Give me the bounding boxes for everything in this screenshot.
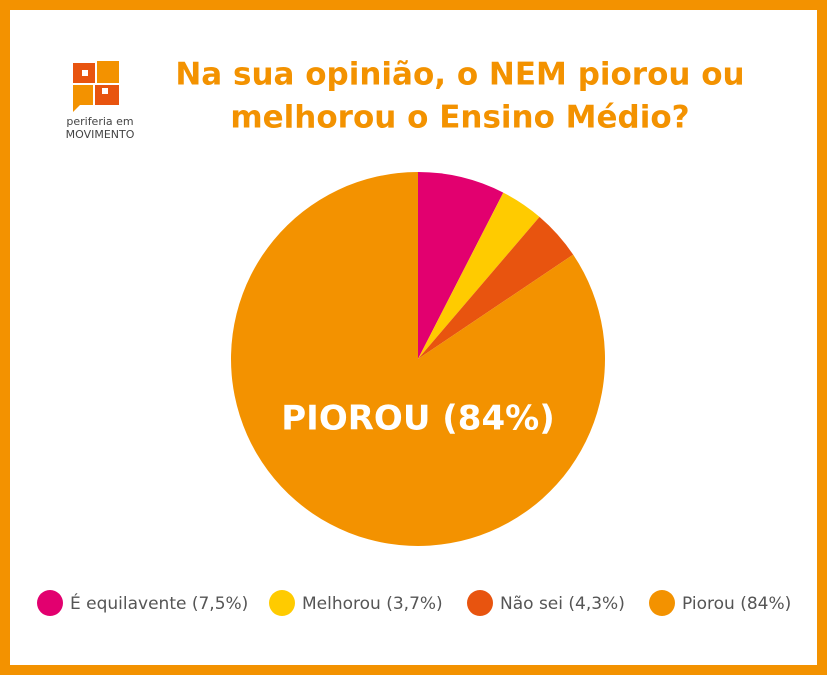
logo-text: periferia em: [66, 115, 133, 128]
legend-swatch: [269, 590, 295, 616]
logo-text: MOVIMENTO: [66, 128, 135, 141]
legend-label: Melhorou (3,7%): [302, 594, 443, 614]
legend-swatch: [37, 590, 63, 616]
legend-label: Piorou (84%): [682, 594, 791, 614]
legend: É equilavente (7,5%) Melhorou (3,7%) Não s…: [37, 590, 791, 616]
slice-label: PIOROU (84%): [281, 399, 554, 439]
pie-slice: [418, 216, 574, 359]
pie-slice: [231, 172, 605, 546]
chart-title: Na sua opinião, o NEM piorou ou: [175, 57, 744, 93]
legend-swatch: [649, 590, 675, 616]
legend-swatch: [467, 590, 493, 616]
pie-slice: [418, 192, 540, 359]
pie-slice: [418, 172, 504, 359]
chart-title: melhorou o Ensino Médio?: [230, 100, 689, 136]
legend-label: Não sei (4,3%): [500, 594, 625, 614]
legend-label: É equilavente (7,5%): [70, 592, 248, 614]
logo-mark: [73, 61, 119, 112]
pie: [231, 172, 605, 546]
